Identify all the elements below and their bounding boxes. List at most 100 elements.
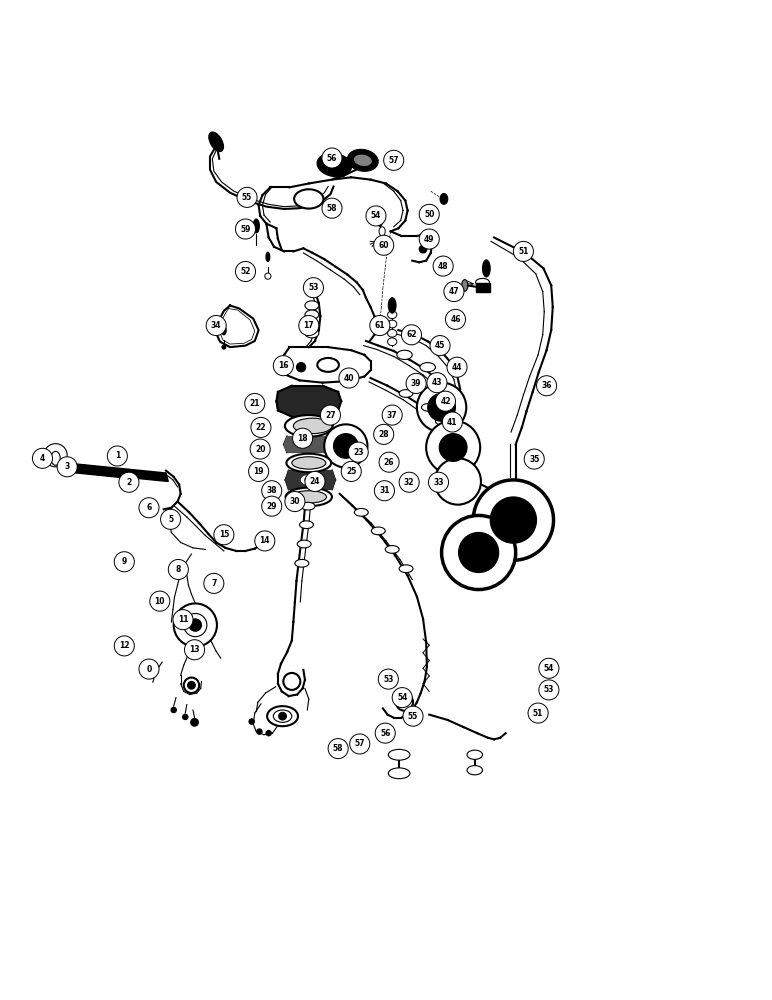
Circle shape (245, 393, 265, 414)
Ellipse shape (399, 390, 413, 397)
Ellipse shape (266, 730, 271, 736)
Text: 38: 38 (266, 486, 277, 495)
Circle shape (114, 552, 134, 572)
Circle shape (417, 383, 466, 432)
Circle shape (382, 405, 402, 425)
Text: 60: 60 (378, 241, 389, 250)
Text: 53: 53 (383, 675, 394, 684)
Ellipse shape (51, 451, 60, 465)
Ellipse shape (440, 194, 448, 204)
Circle shape (379, 452, 399, 472)
Circle shape (339, 368, 359, 388)
Circle shape (428, 393, 455, 421)
Text: 46: 46 (450, 315, 461, 324)
Circle shape (250, 439, 270, 459)
Text: 3: 3 (65, 462, 69, 471)
Text: 57: 57 (388, 156, 399, 165)
Text: 41: 41 (447, 418, 458, 427)
Circle shape (459, 532, 499, 573)
Ellipse shape (397, 350, 412, 359)
Text: 56: 56 (380, 729, 391, 738)
Circle shape (320, 405, 340, 425)
Circle shape (435, 458, 481, 505)
Circle shape (374, 424, 394, 444)
Ellipse shape (354, 508, 368, 516)
Text: 53: 53 (543, 685, 554, 694)
Ellipse shape (297, 540, 311, 548)
Circle shape (262, 496, 282, 516)
Text: 43: 43 (432, 378, 442, 387)
Circle shape (430, 336, 450, 356)
Circle shape (366, 206, 386, 226)
Circle shape (184, 613, 207, 637)
Ellipse shape (429, 373, 445, 383)
Text: 62: 62 (406, 330, 417, 339)
Ellipse shape (286, 454, 331, 472)
Circle shape (447, 357, 467, 377)
Circle shape (139, 498, 159, 518)
Circle shape (273, 356, 293, 376)
Text: 58: 58 (333, 744, 344, 753)
Circle shape (445, 309, 466, 329)
Text: 36: 36 (541, 381, 552, 390)
Circle shape (442, 412, 462, 432)
Text: 48: 48 (438, 262, 449, 271)
Text: 5: 5 (168, 515, 173, 524)
Text: 52: 52 (240, 267, 251, 276)
Circle shape (206, 315, 226, 336)
Ellipse shape (347, 149, 378, 171)
Text: 54: 54 (543, 664, 554, 673)
Circle shape (435, 391, 455, 411)
Text: 54: 54 (371, 211, 381, 220)
Text: 51: 51 (533, 709, 543, 718)
Text: 14: 14 (259, 536, 270, 545)
Circle shape (173, 610, 193, 630)
Text: 9: 9 (122, 557, 127, 566)
Circle shape (185, 640, 205, 660)
Ellipse shape (293, 418, 332, 434)
Circle shape (161, 509, 181, 529)
Circle shape (539, 658, 559, 678)
Ellipse shape (385, 546, 399, 553)
Circle shape (378, 669, 398, 689)
Circle shape (473, 480, 554, 560)
Circle shape (293, 428, 313, 448)
Ellipse shape (266, 252, 270, 261)
Text: 13: 13 (189, 645, 200, 654)
Circle shape (334, 434, 358, 458)
Text: 17: 17 (303, 321, 314, 330)
Text: 2: 2 (127, 478, 131, 487)
Circle shape (322, 148, 342, 168)
Text: 33: 33 (433, 478, 444, 487)
Text: 55: 55 (408, 712, 418, 721)
Circle shape (428, 472, 449, 492)
Polygon shape (284, 437, 336, 452)
Ellipse shape (435, 417, 449, 425)
Ellipse shape (323, 158, 346, 172)
Circle shape (392, 688, 412, 708)
Text: 35: 35 (529, 455, 540, 464)
Ellipse shape (253, 219, 259, 233)
Text: 57: 57 (354, 739, 365, 748)
Polygon shape (216, 305, 259, 347)
Ellipse shape (265, 273, 271, 279)
Text: 15: 15 (218, 530, 229, 539)
Circle shape (174, 603, 217, 647)
Text: 23: 23 (353, 448, 364, 457)
Text: 39: 39 (411, 379, 422, 388)
Circle shape (403, 706, 423, 726)
Ellipse shape (300, 521, 313, 529)
Ellipse shape (317, 358, 339, 372)
Text: 30: 30 (290, 497, 300, 506)
Circle shape (119, 472, 139, 492)
Ellipse shape (256, 729, 262, 734)
Text: 22: 22 (256, 423, 266, 432)
Circle shape (299, 315, 319, 336)
Ellipse shape (222, 326, 226, 335)
Text: 59: 59 (240, 225, 251, 234)
Ellipse shape (388, 338, 397, 346)
Circle shape (150, 591, 170, 611)
Polygon shape (286, 471, 335, 489)
Text: 31: 31 (379, 486, 390, 495)
Text: 10: 10 (154, 597, 165, 606)
